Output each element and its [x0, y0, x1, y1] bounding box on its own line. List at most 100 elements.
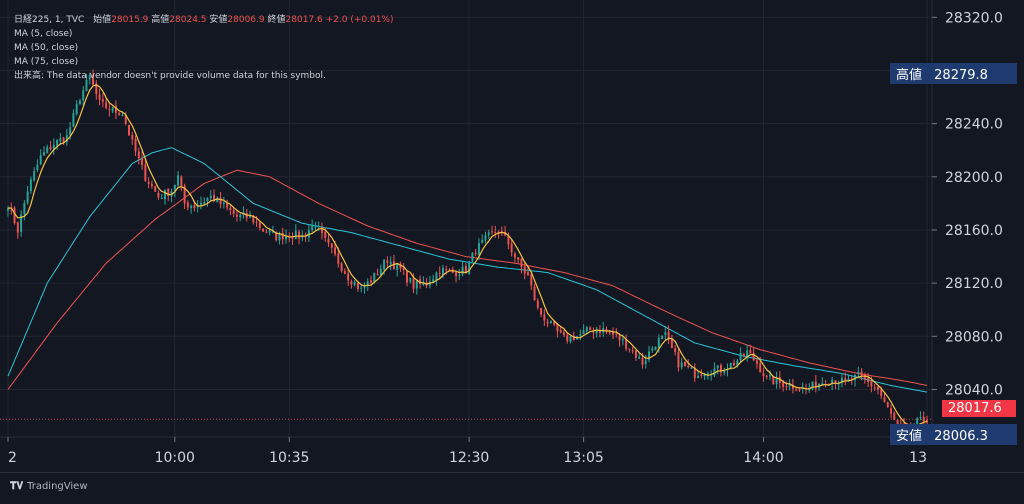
candle-body — [52, 144, 55, 151]
candle-body — [383, 259, 386, 270]
candle-body — [101, 99, 104, 102]
candle-body — [883, 397, 886, 403]
candle-body — [26, 191, 29, 203]
candle-body — [360, 287, 363, 289]
candle-body — [199, 203, 202, 205]
candle-body — [448, 269, 451, 271]
candle-body — [863, 374, 866, 380]
candle-body — [893, 412, 896, 420]
candle-body — [72, 113, 75, 127]
candle-body — [592, 330, 595, 333]
close-label: 終値 — [267, 15, 286, 25]
candle-body — [847, 378, 850, 382]
legend-ma5[interactable]: MA (5, close) — [14, 29, 73, 39]
price-tick-label: 28200.0 — [945, 170, 1003, 186]
candle-body — [42, 152, 45, 156]
candle-body — [347, 273, 350, 281]
candle-body — [36, 164, 39, 171]
price-tick-label: 28040.0 — [945, 382, 1003, 398]
candle-body — [258, 222, 261, 229]
candle-body — [644, 360, 647, 365]
candle-body — [461, 266, 464, 275]
candle-body — [216, 197, 219, 203]
time-tick-label: 13 — [909, 450, 927, 466]
candle-body — [399, 263, 402, 269]
candle-body — [543, 314, 546, 321]
legend-ma75[interactable]: MA (75, close) — [14, 57, 79, 67]
candle-body — [134, 138, 137, 152]
high-value: 28024.5 — [169, 15, 207, 25]
candle-body — [700, 375, 703, 377]
tradingview-logo-icon: 𝐓𝐕 — [10, 481, 24, 492]
candle-body — [121, 114, 124, 116]
candle-body — [648, 351, 650, 360]
candle-body — [742, 354, 745, 356]
candle-body — [687, 365, 690, 368]
candle-body — [870, 381, 873, 387]
legend-ma50[interactable]: MA (50, close) — [14, 43, 79, 53]
candle-body — [520, 258, 523, 268]
candle-body — [896, 419, 899, 425]
low-tag: 安値 28006.3 — [890, 424, 1017, 445]
candle-body — [677, 351, 680, 368]
legend: 日経225, 1, TVC 始値28015.9 高値28024.5 安値2800… — [14, 13, 393, 83]
ma75-layer — [7, 169, 928, 390]
candle-body — [775, 377, 778, 385]
candle-body — [798, 389, 801, 391]
time-tick-label: 2 — [8, 450, 17, 466]
candle-body — [255, 221, 258, 223]
candle-body — [373, 272, 376, 282]
candle-body — [517, 257, 520, 260]
candle-body — [39, 155, 42, 165]
low-tag-value: 28006.3 — [934, 429, 988, 444]
candle-body — [232, 210, 235, 214]
candle-body — [638, 356, 641, 359]
candle-body — [415, 280, 418, 289]
candle-body — [680, 362, 683, 368]
candle-body — [582, 330, 585, 334]
candle-body — [769, 375, 771, 377]
candle-body — [111, 107, 114, 112]
candle-body — [62, 137, 65, 143]
ma5-layer — [7, 84, 928, 428]
candle-body — [105, 102, 108, 109]
candle-body — [317, 226, 320, 228]
candle-body — [752, 352, 755, 361]
candle-body — [706, 373, 709, 376]
candle-body — [500, 231, 503, 233]
candle-body — [298, 231, 301, 239]
candle-body — [285, 235, 287, 240]
time-tick-label: 13:05 — [563, 450, 603, 466]
candle-body — [749, 350, 752, 354]
symbol-label[interactable]: 日経225, 1, TVC — [14, 15, 85, 25]
candle-body — [379, 269, 382, 276]
brand[interactable]: 𝐓𝐕 TradingView — [10, 481, 88, 492]
candle-body — [422, 282, 425, 285]
candle-body — [612, 331, 615, 335]
candle-body — [628, 348, 631, 350]
candle-body — [75, 104, 78, 115]
candle-body — [370, 280, 372, 283]
candle-body — [137, 151, 140, 159]
candle-body — [239, 214, 242, 218]
candle-body — [88, 75, 91, 80]
candle-body — [664, 332, 667, 336]
candle-body — [154, 186, 157, 192]
candle-body — [880, 389, 883, 397]
candle-body — [82, 90, 85, 101]
candle-body — [491, 231, 494, 233]
candle-body — [533, 286, 536, 301]
candle-body — [432, 279, 435, 283]
candle-body — [563, 332, 565, 336]
candle-body — [477, 243, 480, 255]
candle-body — [919, 416, 922, 418]
candle-body — [222, 202, 225, 204]
legend-volume-note: 出来高: The data vendor doesn't provide vol… — [14, 71, 326, 81]
candle-body — [249, 214, 251, 218]
candle-body — [922, 416, 925, 422]
candle-body — [716, 365, 719, 369]
time-axis[interactable]: 2 10:00 10:35 12:30 13:05 14:00 13 — [0, 436, 932, 466]
candle-body — [585, 327, 588, 332]
candle-body — [631, 350, 634, 352]
candle-body — [455, 271, 458, 277]
